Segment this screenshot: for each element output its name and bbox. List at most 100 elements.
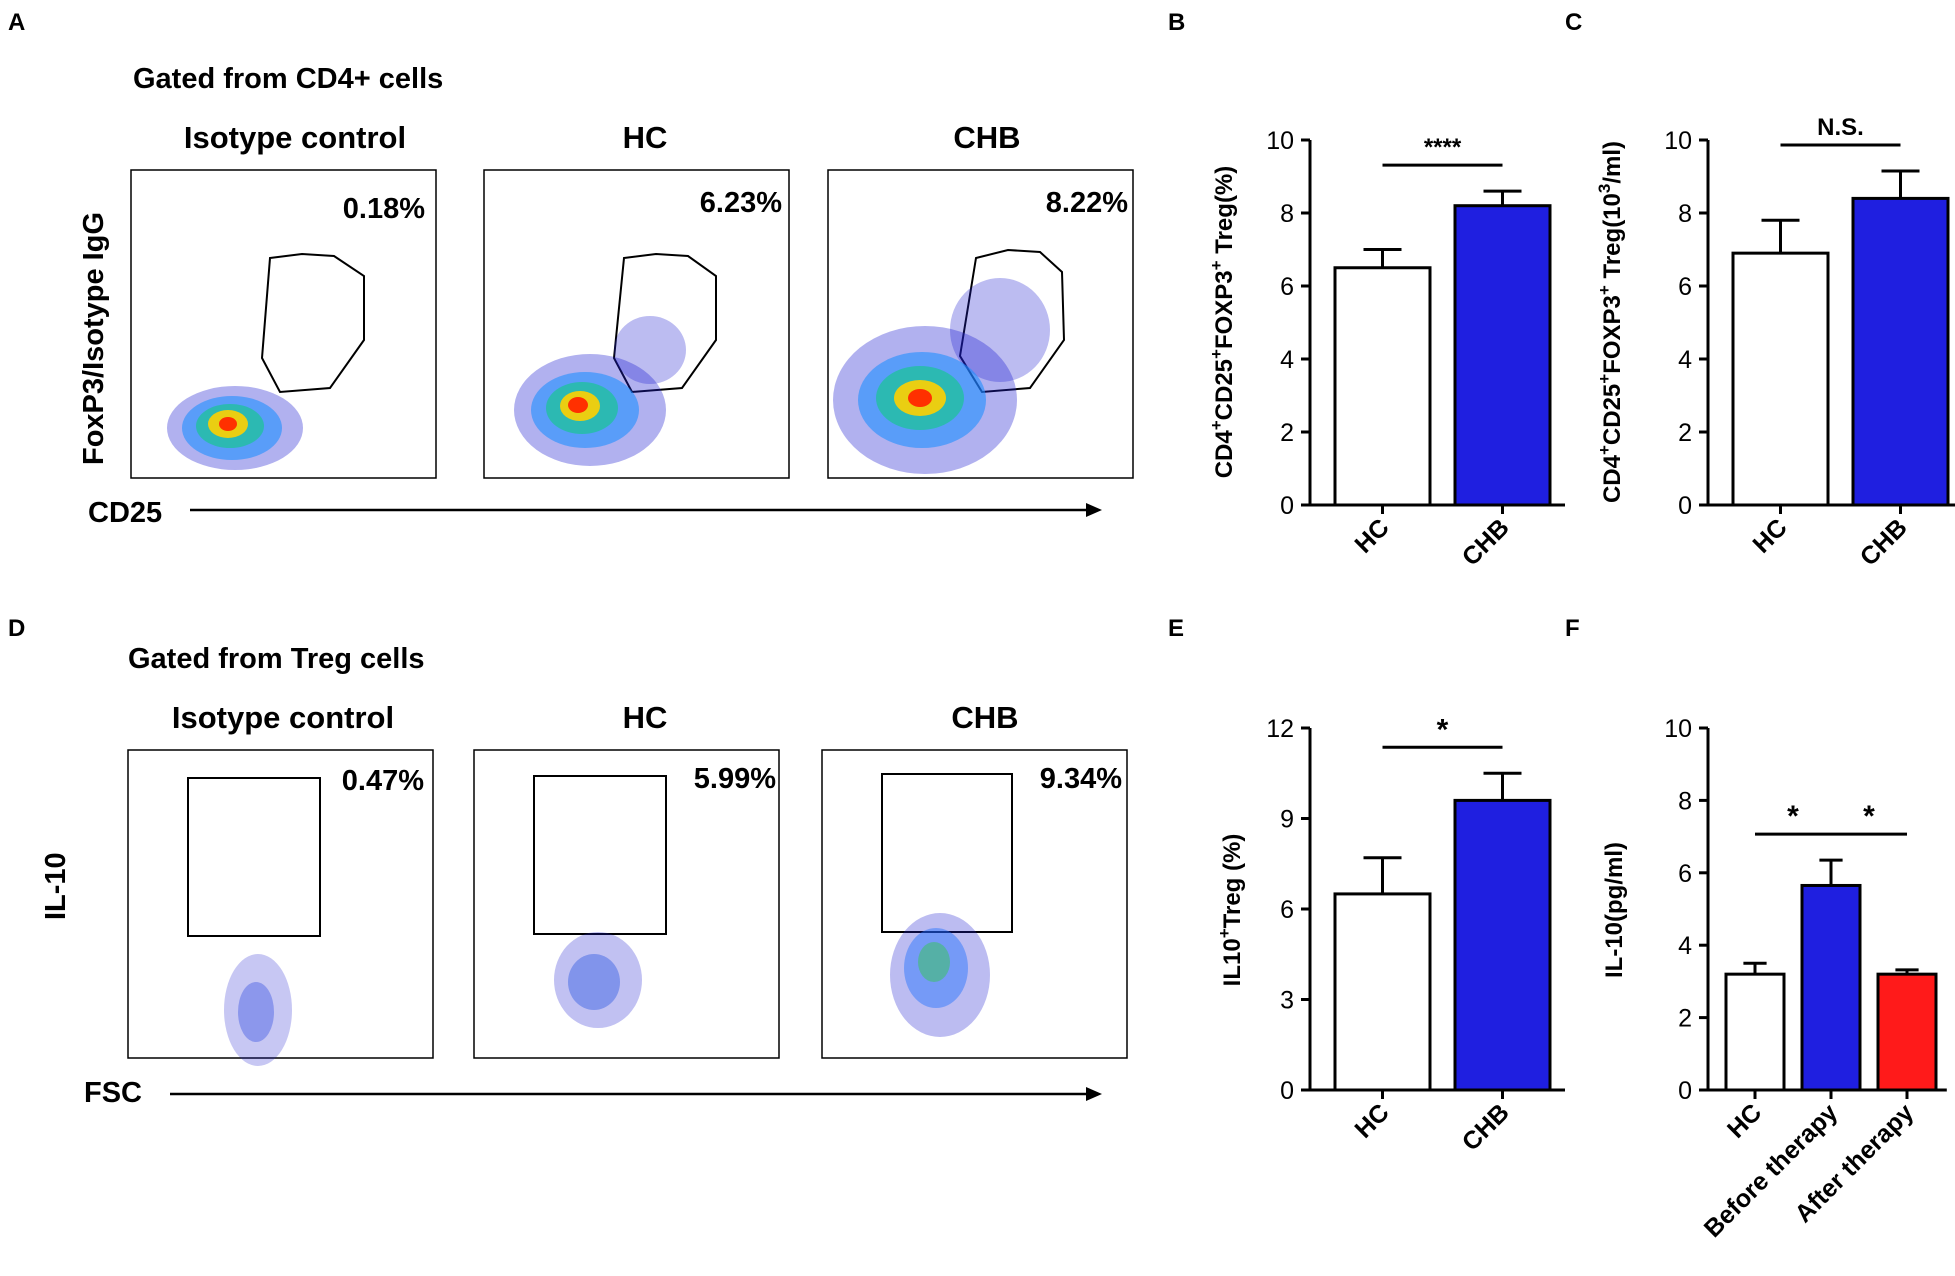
cell-density-d1 [224, 954, 292, 1066]
y-tick-label-f: 10 [1664, 715, 1692, 743]
y-axis-label-a: FoxP3/Isotype IgG [78, 212, 110, 465]
gate-rect-d2 [533, 775, 667, 935]
gate-polygon-a1 [260, 252, 365, 394]
y-tick-label-f: 8 [1678, 787, 1692, 815]
y-tick-label-b: 8 [1280, 200, 1294, 228]
plot-title-a3: CHB [953, 120, 1020, 155]
y-tick-label-c: 8 [1678, 200, 1692, 228]
gate-rect-d1 [187, 777, 321, 937]
bar-b-1 [1453, 204, 1552, 507]
bar-c-1 [1851, 196, 1950, 507]
panel-d: D Gated from Treg cells IL-10 FSC Isotyp… [8, 615, 1128, 1109]
panel-b: B 0 2 4 6 8 10 CD4+​CD25+​FOXP3+​ Treg(%) HC CHB… [1168, 9, 1565, 572]
panel-letter-c: C [1565, 9, 1582, 36]
flow-plot-d2-frame [473, 749, 780, 1059]
cell-density-a1 [167, 386, 303, 470]
x-axis-label-a: CD25 [88, 497, 162, 529]
y-axis-title-f: IL-10(pg/ml) [1601, 842, 1628, 978]
panel-letter-a: A [8, 9, 25, 36]
y-tick-label-e: 9 [1280, 806, 1294, 834]
x-tick-label-c-0: HC [1747, 513, 1792, 558]
gate-rect-d3 [881, 773, 1013, 933]
y-tick-label-c: 6 [1678, 273, 1692, 301]
bar-f-1 [1800, 883, 1862, 1092]
y-tick-label-f: 0 [1678, 1077, 1692, 1105]
gate-percent-a2: 6.23% [700, 187, 782, 219]
significance-label-c-0: N.S. [1817, 114, 1864, 141]
y-axis-title-c: CD4+​CD25+​FOXP3+​ Treg(103​/ml) [1595, 141, 1626, 503]
x-axis-arrow-head-d [1086, 1087, 1102, 1101]
y-tick-label-b: 4 [1280, 346, 1294, 374]
significance-label-f-1: * [1863, 800, 1875, 833]
cell-density-a3 [833, 278, 1050, 474]
plot-title-d2: HC [623, 700, 668, 735]
y-axis-title-e: IL10+​Treg (%) [1215, 834, 1246, 987]
y-axis-title-b: CD4+​CD25+​FOXP3+​ Treg(%) [1207, 166, 1238, 479]
flow-plot-d1-frame [127, 749, 434, 1059]
plot-title-d1: Isotype control [172, 700, 394, 735]
bar-f-0 [1724, 972, 1786, 1092]
y-tick-label-b: 10 [1266, 127, 1294, 155]
bar-chart-e: 0 3 6 9 12 IL10+​Treg (%) HC CHB * [1215, 713, 1565, 1157]
panel-letter-b: B [1168, 9, 1185, 36]
plot-title-d3: CHB [951, 700, 1018, 735]
x-axis-arrow-head-a [1086, 503, 1102, 517]
y-tick-label-b: 2 [1280, 419, 1294, 447]
y-tick-label-c: 10 [1664, 127, 1692, 155]
y-tick-label-e: 6 [1280, 896, 1294, 924]
x-tick-label-b-1: CHB [1457, 513, 1515, 571]
x-tick-label-c-1: CHB [1855, 513, 1913, 571]
gate-title-d: Gated from Treg cells [128, 643, 425, 675]
x-axis-label-d: FSC [84, 1077, 142, 1109]
y-tick-label-e: 0 [1280, 1077, 1294, 1105]
panel-letter-e: E [1168, 615, 1184, 642]
bar-e-1 [1453, 798, 1552, 1092]
y-axis-label-d: IL-10 [40, 852, 72, 920]
y-tick-label-b: 6 [1280, 273, 1294, 301]
gate-percent-d2: 5.99% [694, 763, 776, 795]
cell-density-d2 [554, 932, 642, 1028]
bar-chart-b: 0 2 4 6 8 10 CD4+​CD25+​FOXP3+​ Treg(%) HC CHB **… [1207, 127, 1565, 572]
flow-plot-a2-frame [483, 169, 790, 479]
y-tick-label-c: 0 [1678, 492, 1692, 520]
plot-title-a2: HC [623, 120, 668, 155]
x-tick-label-b-0: HC [1349, 513, 1394, 558]
gate-polygon-a2 [612, 252, 717, 394]
panel-letter-f: F [1565, 615, 1580, 642]
gate-percent-a1: 0.18% [343, 193, 425, 225]
flow-plot-d3-frame [821, 749, 1128, 1059]
y-tick-label-f: 4 [1678, 932, 1692, 960]
significance-label-b-0: **** [1424, 134, 1462, 161]
bar-b-0 [1333, 266, 1432, 507]
y-tick-label-f: 6 [1678, 860, 1692, 888]
y-tick-label-b: 0 [1280, 492, 1294, 520]
flow-plot-a1-frame [130, 169, 437, 479]
y-tick-label-c: 2 [1678, 419, 1692, 447]
x-tick-label-f-1: Before therapy [1699, 1098, 1844, 1243]
panel-letter-d: D [8, 615, 25, 642]
bar-chart-c: 0 2 4 6 8 10 CD4+​CD25+​FOXP3+​ Treg(103​/ml) H… [1595, 114, 1955, 572]
bar-f-2 [1876, 972, 1938, 1092]
y-tick-label-e: 3 [1280, 987, 1294, 1015]
gate-percent-d1: 0.47% [342, 765, 424, 797]
significance-label-e-0: * [1437, 713, 1449, 746]
y-tick-label-f: 2 [1678, 1005, 1692, 1033]
y-tick-label-c: 4 [1678, 346, 1692, 374]
bar-e-0 [1333, 892, 1432, 1092]
gate-percent-d3: 9.34% [1040, 763, 1122, 795]
panel-a: A Gated from CD4+ cells FoxP3/Isotype Ig… [8, 9, 1134, 529]
plot-title-a1: Isotype control [184, 120, 406, 155]
cell-density-a2 [514, 316, 686, 466]
x-tick-label-e-1: CHB [1457, 1098, 1515, 1156]
gate-title-a: Gated from CD4+ cells [133, 63, 443, 95]
bar-c-0 [1731, 251, 1830, 507]
y-tick-label-e: 12 [1266, 715, 1294, 743]
cell-density-d3 [890, 913, 990, 1037]
panel-c: C 0 2 4 6 8 10 CD4+​CD25+​FOXP3+​ Treg(103​/ml… [1565, 9, 1955, 572]
x-tick-label-e-0: HC [1349, 1098, 1394, 1143]
gate-percent-a3: 8.22% [1046, 187, 1128, 219]
x-tick-label-f-0: HC [1722, 1098, 1767, 1143]
